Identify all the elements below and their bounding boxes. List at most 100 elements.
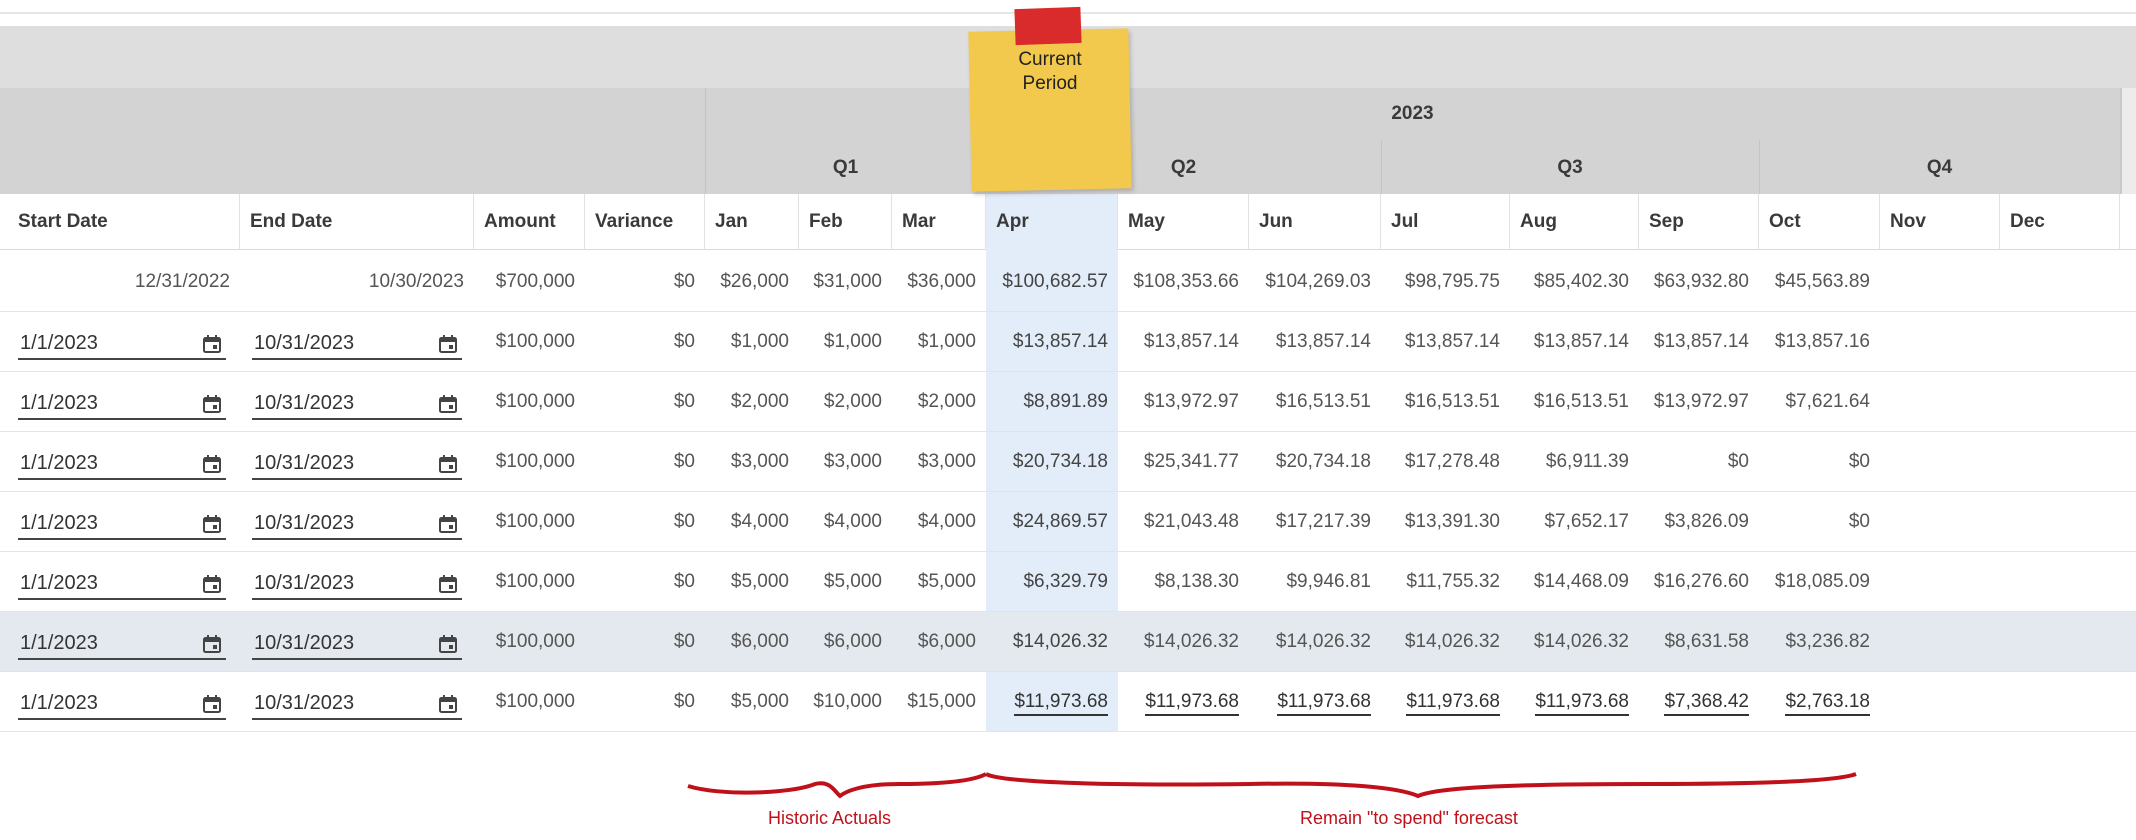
quarter-header-q2: Q2 <box>1170 157 1197 178</box>
col-header-mar[interactable]: Mar <box>892 194 986 250</box>
start-date-field[interactable]: 1/1/2023 <box>18 444 226 480</box>
month-cell-aug[interactable]: $11,973.68 <box>1510 672 1639 732</box>
calendar-icon[interactable] <box>202 334 222 354</box>
month-cell-apr[interactable]: $11,973.68 <box>986 672 1118 732</box>
col-header-sep[interactable]: Sep <box>1639 194 1759 250</box>
month-cell-mar: $4,000 <box>917 511 976 532</box>
editable-forecast-value[interactable]: $11,973.68 <box>1535 691 1629 716</box>
month-cell-apr: $20,734.18 <box>1012 451 1108 472</box>
group-divider <box>1759 140 1760 194</box>
month-cell-oct: $7,621.64 <box>1785 391 1870 412</box>
table-row: 1/1/2023 10/31/2023 $100,000 $0 $5,000 $1… <box>0 672 2136 732</box>
month-cell-feb: $4,000 <box>823 511 882 532</box>
month-cell-jan: $5,000 <box>730 571 789 592</box>
month-cell-jun: $20,734.18 <box>1275 451 1371 472</box>
quarter-header-q1: Q1 <box>832 157 859 178</box>
editable-forecast-value[interactable]: $7,368.42 <box>1664 691 1749 716</box>
variance-cell: $0 <box>673 631 695 652</box>
calendar-icon[interactable] <box>202 694 222 714</box>
month-cell-apr: $13,857.14 <box>1012 331 1108 352</box>
month-cell-oct: $0 <box>1848 511 1870 532</box>
end-date-field[interactable]: 10/31/2023 <box>252 684 462 720</box>
start-date-value: 1/1/2023 <box>20 512 98 534</box>
col-header-nov[interactable]: Nov <box>1880 194 2000 250</box>
end-date-field[interactable]: 10/31/2023 <box>252 444 462 480</box>
month-cell-jun: $16,513.51 <box>1275 391 1371 412</box>
calendar-icon[interactable] <box>438 634 458 654</box>
editable-forecast-value[interactable]: $11,973.68 <box>1406 691 1500 716</box>
calendar-icon[interactable] <box>438 454 458 474</box>
col-header-aug[interactable]: Aug <box>1510 194 1639 250</box>
note-tape <box>1014 6 1082 46</box>
month-cell-feb: $5,000 <box>823 571 882 592</box>
month-cell-aug: $16,513.51 <box>1533 391 1629 412</box>
col-header-dec[interactable]: Dec <box>2000 194 2120 250</box>
col-header-jul[interactable]: Jul <box>1381 194 1510 250</box>
calendar-icon[interactable] <box>202 454 222 474</box>
calendar-icon[interactable] <box>438 394 458 414</box>
month-cell-oct: $18,085.09 <box>1774 571 1870 592</box>
summary-variance: $0 <box>673 271 695 292</box>
editable-forecast-value[interactable]: $11,973.68 <box>1014 691 1108 716</box>
annotation-braces <box>687 772 1857 799</box>
month-cell-feb: $1,000 <box>823 331 882 352</box>
summary-feb: $31,000 <box>813 271 882 292</box>
start-date-field[interactable]: 1/1/2023 <box>18 624 226 660</box>
month-cell-may: $13,972.97 <box>1143 391 1239 412</box>
editable-forecast-value[interactable]: $11,973.68 <box>1145 691 1239 716</box>
end-date-field[interactable]: 10/31/2023 <box>252 504 462 540</box>
end-date-field[interactable]: 10/31/2023 <box>252 324 462 360</box>
amount-cell: $100,000 <box>495 691 575 712</box>
start-date-field[interactable]: 1/1/2023 <box>18 564 226 600</box>
month-cell-may: $14,026.32 <box>1143 631 1239 652</box>
variance-cell: $0 <box>673 691 695 712</box>
month-cell-jul: $16,513.51 <box>1404 391 1500 412</box>
table-row: 1/1/2023 10/31/2023 $100,000 $0 $3,000 $3… <box>0 432 2136 492</box>
editable-forecast-value[interactable]: $2,763.18 <box>1785 691 1870 716</box>
calendar-icon[interactable] <box>202 394 222 414</box>
summary-jul: $98,795.75 <box>1404 271 1500 292</box>
calendar-icon[interactable] <box>438 574 458 594</box>
month-cell-oct[interactable]: $2,763.18 <box>1759 672 1880 732</box>
start-date-field[interactable]: 1/1/2023 <box>18 684 226 720</box>
col-header-jan[interactable]: Jan <box>705 194 799 250</box>
month-cell-aug: $14,026.32 <box>1533 631 1629 652</box>
quarter-header-q4: Q4 <box>1926 157 1953 178</box>
month-cell-may[interactable]: $11,973.68 <box>1118 672 1249 732</box>
end-date-value: 10/31/2023 <box>254 452 355 474</box>
month-cell-jul: $13,391.30 <box>1404 511 1500 532</box>
start-date-field[interactable]: 1/1/2023 <box>18 324 226 360</box>
calendar-icon[interactable] <box>438 334 458 354</box>
editable-forecast-value[interactable]: $11,973.68 <box>1277 691 1371 716</box>
month-cell-sep: $0 <box>1727 451 1749 472</box>
end-date-field[interactable]: 10/31/2023 <box>252 624 462 660</box>
col-header-end-date[interactable]: End Date <box>240 194 474 250</box>
calendar-icon[interactable] <box>202 574 222 594</box>
month-cell-jul: $14,026.32 <box>1404 631 1500 652</box>
start-date-field[interactable]: 1/1/2023 <box>18 384 226 420</box>
col-header-amount[interactable]: Amount <box>474 194 585 250</box>
start-date-field[interactable]: 1/1/2023 <box>18 504 226 540</box>
col-header-may[interactable]: May <box>1118 194 1249 250</box>
summary-row: 12/31/2022 10/30/2023 $700,000 $0 $26,00… <box>0 252 2136 312</box>
col-header-start-date[interactable]: Start Date <box>8 194 240 250</box>
column-header-row: Start Date End Date Amount Variance Jan … <box>0 194 2136 250</box>
month-cell-jun[interactable]: $11,973.68 <box>1249 672 1381 732</box>
month-cell-jul[interactable]: $11,973.68 <box>1381 672 1510 732</box>
col-header-jun[interactable]: Jun <box>1249 194 1381 250</box>
summary-end-date: 10/30/2023 <box>368 271 464 292</box>
calendar-icon[interactable] <box>202 514 222 534</box>
col-header-oct[interactable]: Oct <box>1759 194 1880 250</box>
calendar-icon[interactable] <box>438 694 458 714</box>
vertical-scrollbar[interactable] <box>2120 88 2136 194</box>
col-header-apr[interactable]: Apr <box>986 194 1118 250</box>
group-divider <box>1381 140 1382 194</box>
col-header-variance[interactable]: Variance <box>585 194 705 250</box>
end-date-field[interactable]: 10/31/2023 <box>252 384 462 420</box>
month-cell-sep[interactable]: $7,368.42 <box>1639 672 1759 732</box>
table-row: 1/1/2023 10/31/2023 $100,000 $0 $6,000 $6… <box>0 612 2136 672</box>
col-header-feb[interactable]: Feb <box>799 194 892 250</box>
calendar-icon[interactable] <box>202 634 222 654</box>
end-date-field[interactable]: 10/31/2023 <box>252 564 462 600</box>
calendar-icon[interactable] <box>438 514 458 534</box>
